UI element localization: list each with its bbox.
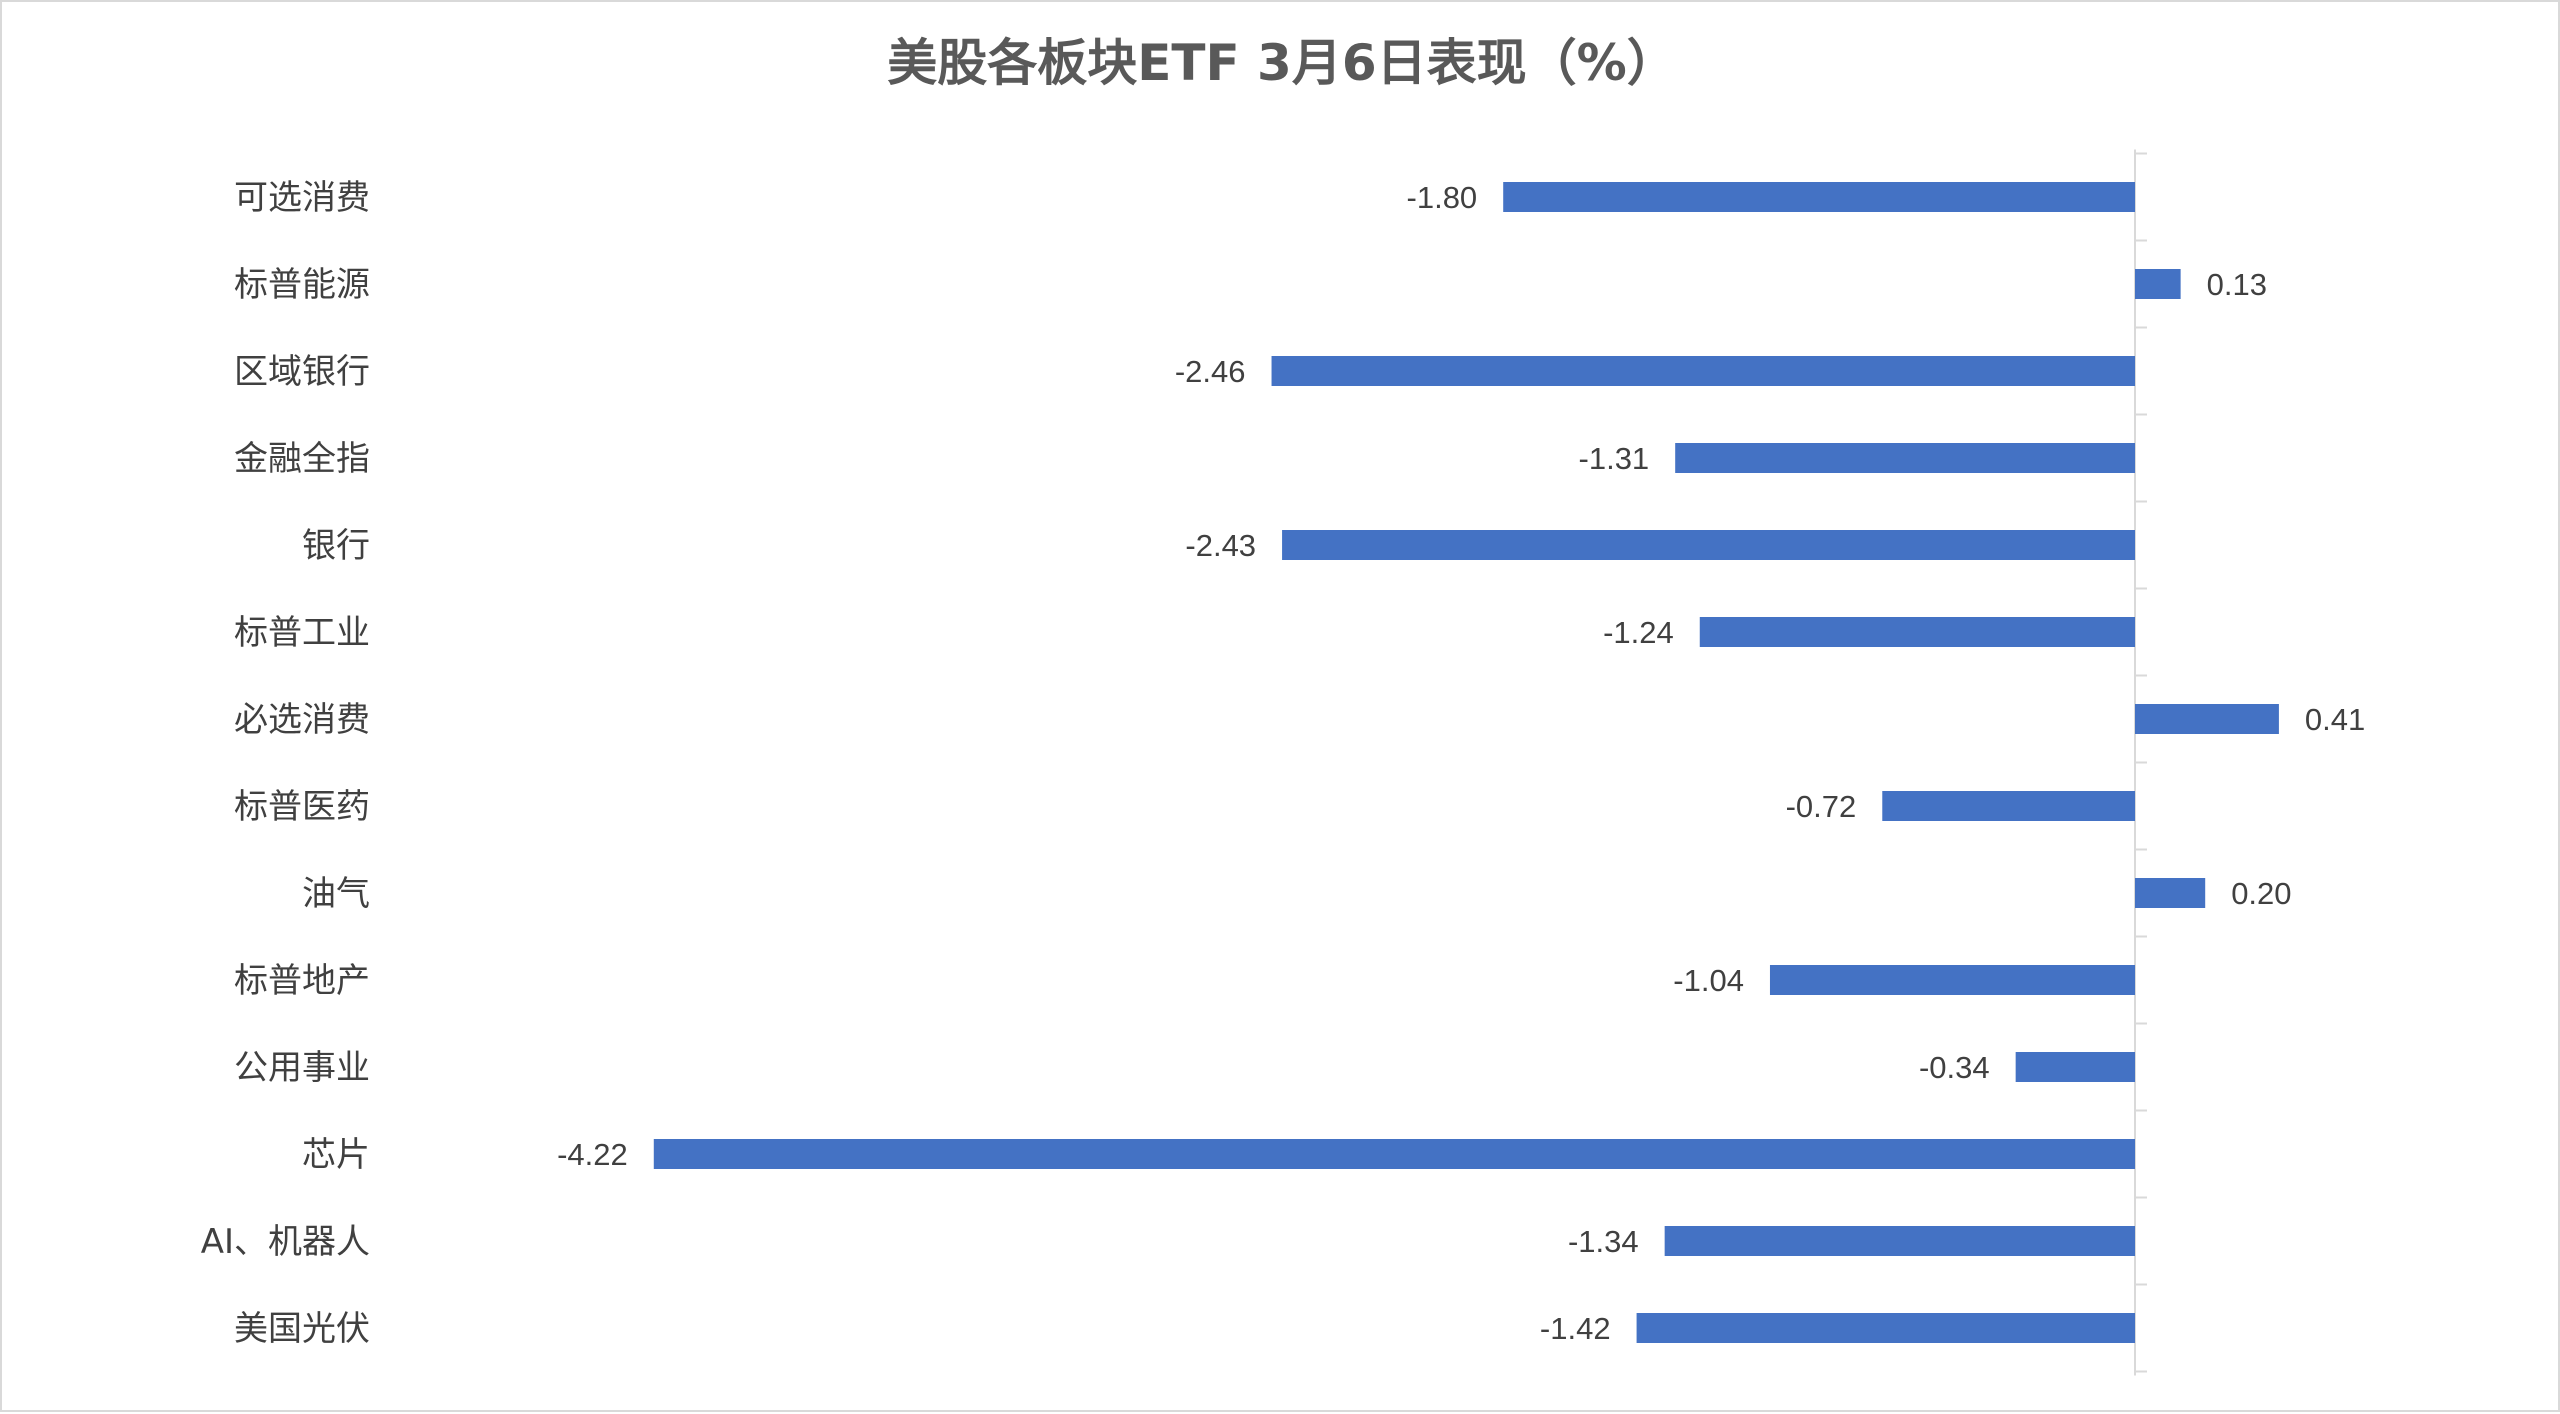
bar <box>1282 530 2135 560</box>
category-label: 公用事业 <box>234 1048 370 1088</box>
category-label: 银行 <box>302 526 370 566</box>
data-label: -1.80 <box>1407 180 1478 215</box>
bar <box>2015 1052 2135 1082</box>
bar <box>1664 1226 2135 1256</box>
data-label: -1.42 <box>1540 1311 1611 1346</box>
bar <box>2135 704 2279 734</box>
category-label: 标普工业 <box>234 613 370 653</box>
data-label: 0.20 <box>2231 876 2291 911</box>
category-label: 区域银行 <box>234 352 370 392</box>
bar <box>2135 269 2181 299</box>
bar <box>1675 443 2135 473</box>
category-label: 芯片 <box>302 1135 370 1175</box>
bar <box>2135 878 2206 908</box>
data-label: -0.72 <box>1786 789 1857 824</box>
bars <box>653 182 2279 1343</box>
bar <box>1503 182 2135 212</box>
category-label: 油气 <box>302 874 370 914</box>
category-label: AI、机器人 <box>201 1222 370 1262</box>
bar <box>1271 356 2135 386</box>
category-label: 标普地产 <box>234 961 370 1001</box>
data-label: -1.34 <box>1568 1224 1639 1259</box>
data-label: -1.31 <box>1579 441 1650 476</box>
category-label: 标普医药 <box>234 787 370 827</box>
data-label: -1.04 <box>1673 963 1744 998</box>
bar <box>1769 965 2135 995</box>
data-label: -2.46 <box>1175 354 1246 389</box>
bar <box>653 1139 2135 1169</box>
chart-title: 美股各板块ETF 3月6日表现（%） <box>887 34 1677 92</box>
category-label: 金融全指 <box>234 439 370 479</box>
labels: 可选消费 -1.80 标普能源 0.13 区域银行 -2.46 金融全指 -1.31 银行 -2.… <box>201 178 2366 1349</box>
data-label: -0.34 <box>1919 1050 1990 1085</box>
category-label: 美国光伏 <box>234 1309 370 1349</box>
bar <box>1882 791 2135 821</box>
category-label: 必选消费 <box>234 700 370 740</box>
bar <box>1636 1313 2135 1343</box>
data-label: -2.43 <box>1185 528 1256 563</box>
bar <box>1699 617 2135 647</box>
value-axis <box>2134 149 2147 1376</box>
data-label: 0.13 <box>2207 267 2267 302</box>
data-label: -4.22 <box>557 1137 628 1172</box>
data-label: -1.24 <box>1603 615 1674 650</box>
data-label: 0.41 <box>2305 702 2365 737</box>
category-label: 标普能源 <box>234 265 370 305</box>
category-label: 可选消费 <box>234 178 370 218</box>
